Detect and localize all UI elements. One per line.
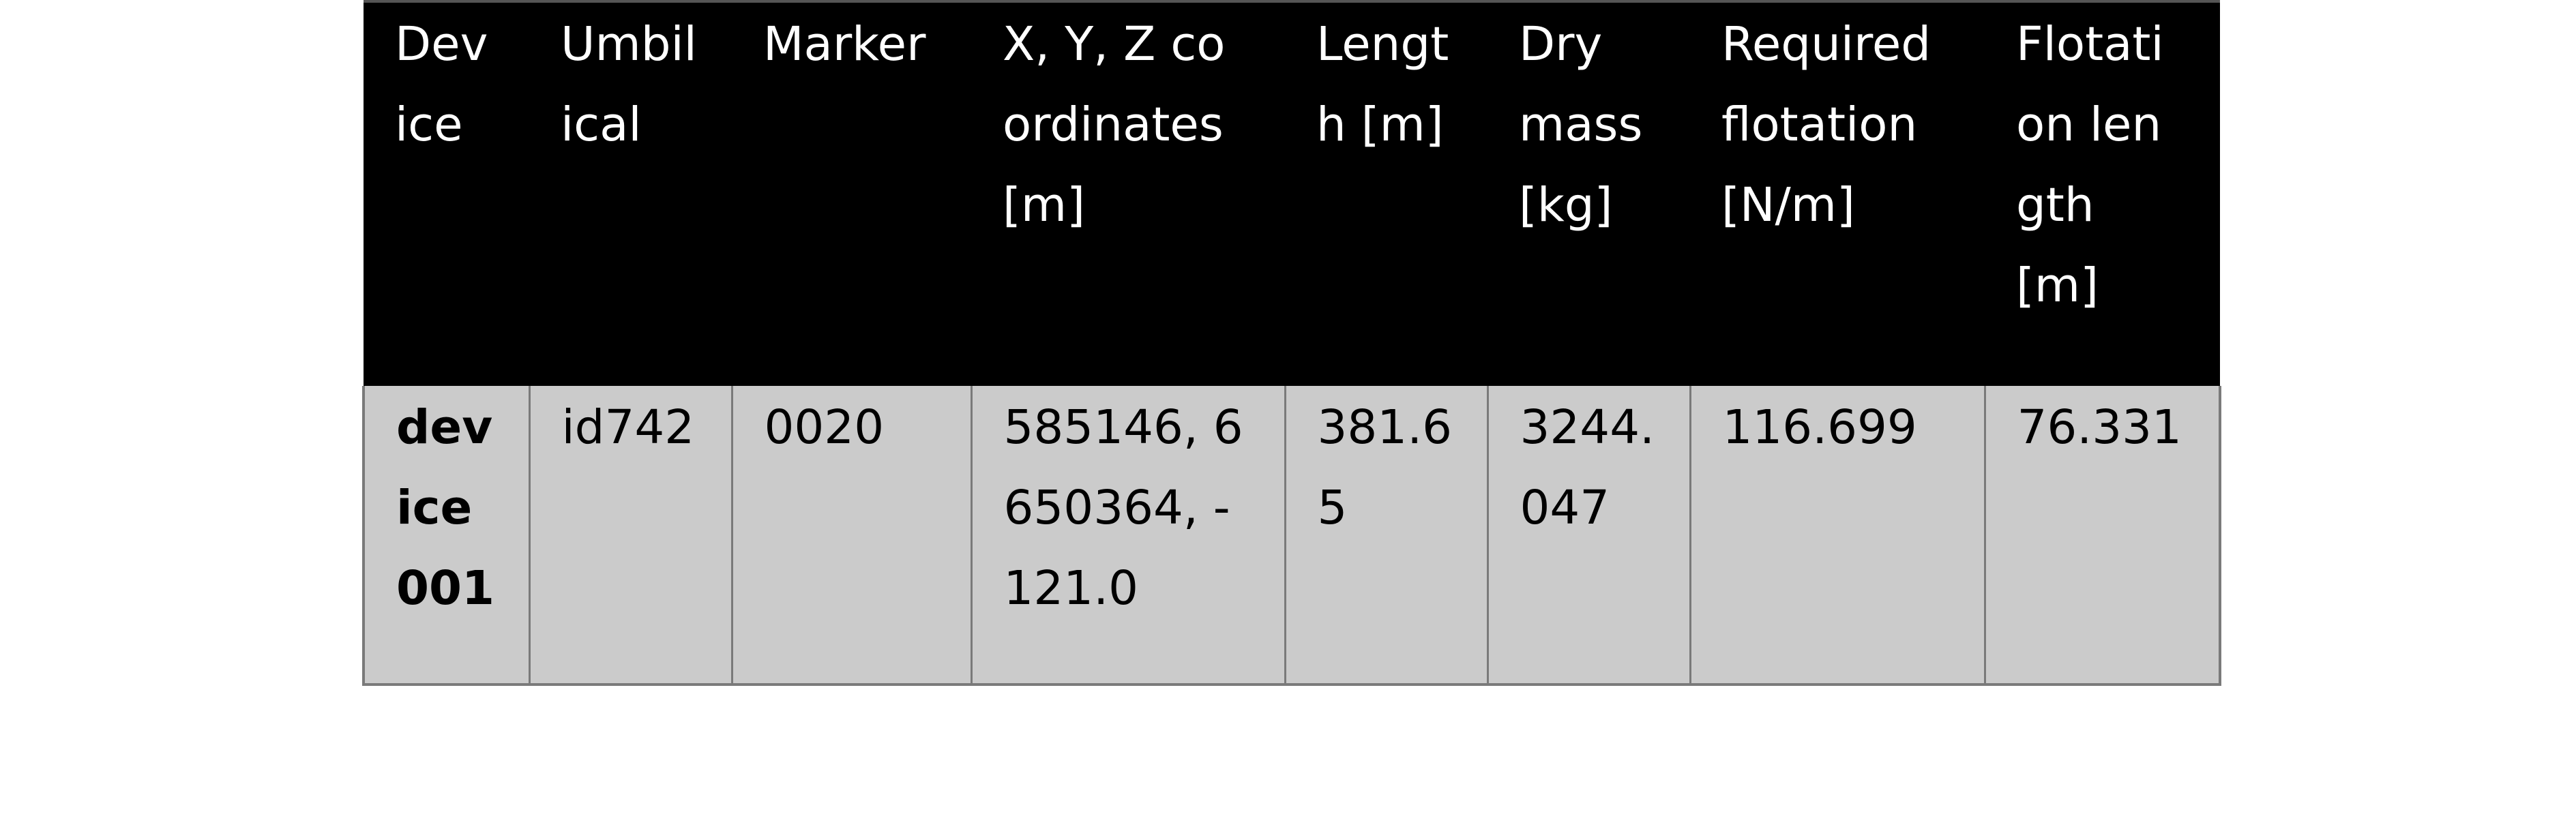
table-row: device001 id742 0020 585146, 6650364, -1… bbox=[362, 386, 2221, 686]
header-marker: Marker bbox=[732, 0, 971, 386]
header-required-flotation: Required flotation [N/m] bbox=[1690, 0, 1985, 386]
table-body: device001 id742 0020 585146, 6650364, -1… bbox=[362, 386, 2221, 686]
header-flotation-length: Flotation length [m] bbox=[1985, 0, 2220, 386]
header-coordinates: X, Y, Z coordinates [m] bbox=[971, 0, 1285, 386]
cell-coordinates: 585146, 6650364, -121.0 bbox=[970, 386, 1285, 686]
header-device: Device bbox=[364, 0, 529, 386]
cell-device: device001 bbox=[362, 386, 529, 686]
device-flotation-table: Device Umbilical Marker X, Y, Z coordina… bbox=[362, 0, 2221, 686]
cell-dry-mass: 3244.047 bbox=[1486, 386, 1690, 686]
header-length: Length [m] bbox=[1285, 0, 1487, 386]
header-dry-mass: Dry mass [kg] bbox=[1487, 0, 1690, 386]
cell-required-flotation: 116.699 bbox=[1689, 386, 1985, 686]
table-header: Device Umbilical Marker X, Y, Z coordina… bbox=[364, 0, 2220, 386]
header-umbilical: Umbilical bbox=[529, 0, 732, 386]
header-row: Device Umbilical Marker X, Y, Z coordina… bbox=[364, 0, 2220, 386]
cell-umbilical: id742 bbox=[528, 386, 732, 686]
cell-length: 381.65 bbox=[1284, 386, 1487, 686]
cell-flotation-length: 76.331 bbox=[1983, 386, 2221, 686]
cell-marker: 0020 bbox=[730, 386, 971, 686]
